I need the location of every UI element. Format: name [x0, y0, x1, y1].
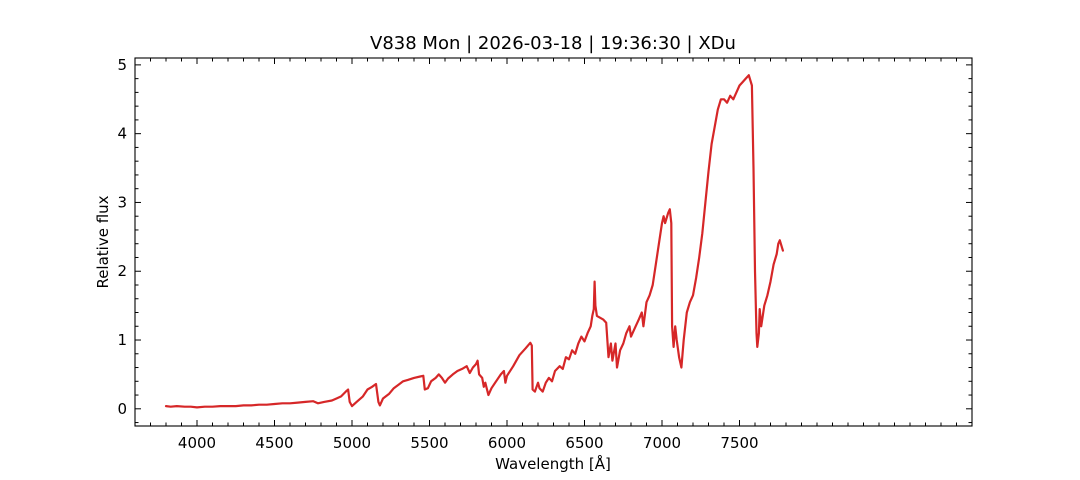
- x-axis-label: Wavelength [Å]: [495, 454, 611, 473]
- x-tick-label: 4500: [255, 434, 293, 452]
- x-axis: 4000 4500 5000 5500 6000 6500 7000 7500: [134, 58, 957, 452]
- x-tick-label: 6000: [488, 434, 526, 452]
- plot-frame: [134, 57, 973, 427]
- series-line: [164, 74, 784, 409]
- x-tick-label: 6500: [565, 434, 603, 452]
- y-tick-label: 1: [117, 331, 127, 349]
- chart-title: V838 Mon | 2026-03-18 | 19:36:30 | XDu: [370, 33, 736, 54]
- y-tick-label: 5: [117, 56, 127, 74]
- y-tick-label: 0: [117, 400, 127, 418]
- y-axis: 0 1 2 3 4 5: [117, 56, 972, 424]
- x-tick-label: 5500: [410, 434, 448, 452]
- x-tick-label: 5000: [333, 434, 371, 452]
- y-axis-label: Relative flux: [94, 195, 112, 288]
- plot-area: [134, 57, 973, 427]
- y-tick-label: 4: [117, 125, 127, 143]
- x-tick-label: 4000: [178, 434, 216, 452]
- x-tick-label: 7500: [720, 434, 758, 452]
- x-tick-label: 7000: [643, 434, 681, 452]
- y-tick-label: 2: [117, 262, 127, 280]
- y-tick-label: 3: [117, 193, 127, 211]
